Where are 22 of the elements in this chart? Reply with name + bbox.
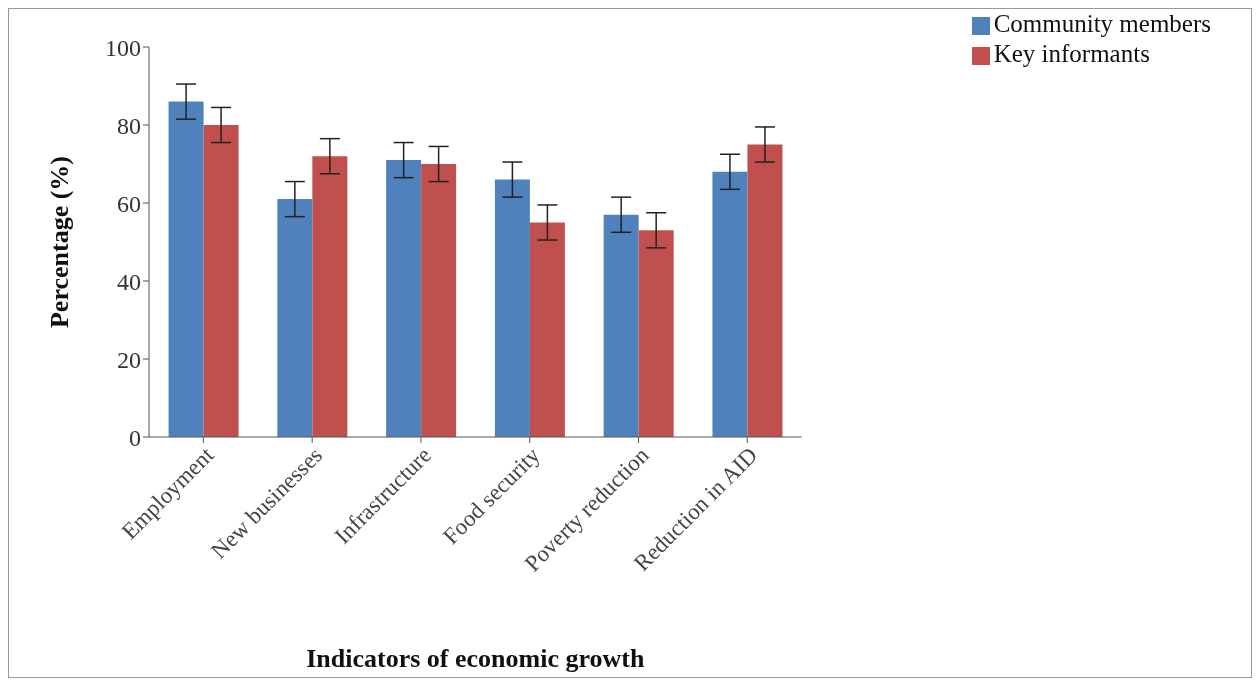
legend-label: Key informants	[993, 40, 1150, 67]
bar	[603, 214, 639, 437]
bar	[386, 160, 422, 437]
bar	[421, 164, 457, 437]
y-axis-title: Percentage (%)	[45, 155, 75, 329]
bar	[712, 171, 748, 437]
y-tick-label: 40	[117, 268, 141, 295]
bar	[277, 199, 313, 437]
bar	[312, 156, 348, 437]
y-tick-label: 0	[129, 424, 141, 451]
bar	[529, 222, 565, 437]
y-tick-label: 80	[117, 112, 141, 139]
y-tick-label: 60	[117, 190, 141, 217]
legend-label: Community members	[993, 10, 1211, 37]
bar	[747, 144, 783, 437]
y-tick-label: 20	[117, 346, 141, 373]
bar	[494, 179, 530, 437]
x-axis-title: Indicators of economic growth	[306, 644, 645, 673]
bar	[168, 101, 204, 437]
y-tick-label: 100	[105, 34, 141, 61]
bar	[638, 230, 674, 437]
bar	[203, 125, 239, 437]
